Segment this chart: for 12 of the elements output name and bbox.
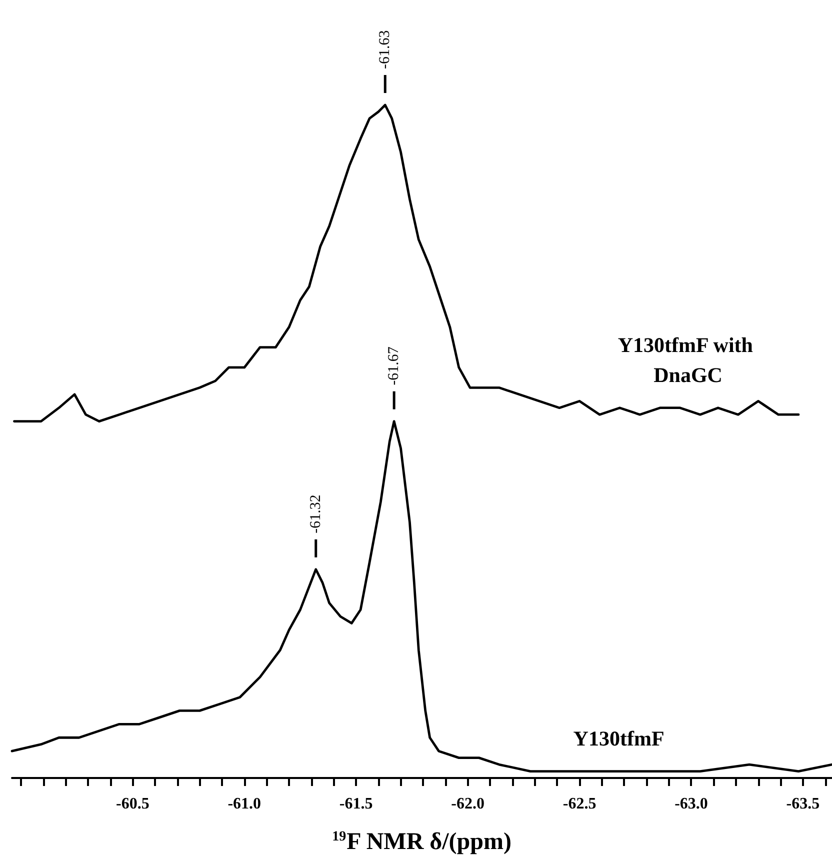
series-label: Y130tfmF: [573, 726, 664, 750]
annotation: -61.67: [386, 346, 402, 386]
series-label: Y130tfmF with DnaGC: [618, 332, 758, 387]
annotation: -61.63: [377, 30, 394, 69]
x-tick-label: -63.5: [786, 796, 820, 812]
x-tick-label: -62.5: [562, 796, 596, 812]
x-tick-label: -63.0: [674, 796, 708, 812]
x-tick-label: -62.0: [451, 796, 484, 812]
x-tick-label: -61.0: [228, 796, 262, 812]
annotation: -61.32: [308, 494, 324, 534]
x-tick-label: -61.5: [339, 796, 373, 812]
x-tick-label: -60.5: [116, 796, 150, 812]
